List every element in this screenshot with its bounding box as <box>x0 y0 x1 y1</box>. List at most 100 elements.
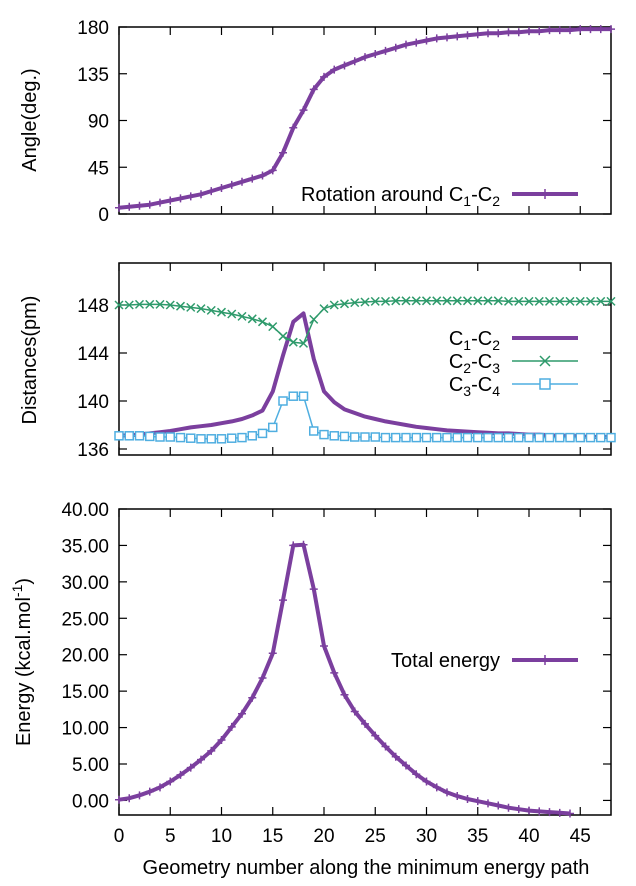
y-tick-label: 0.00 <box>72 791 109 812</box>
data-point <box>596 25 605 34</box>
data-point <box>339 299 350 309</box>
data-point <box>278 396 288 406</box>
data-point <box>196 434 206 444</box>
series-line-0 <box>118 311 611 439</box>
data-point <box>566 26 574 35</box>
data-point <box>463 31 472 40</box>
distance-series <box>114 296 616 444</box>
data-point <box>566 809 574 818</box>
data-point <box>524 296 534 306</box>
data-point <box>329 300 339 310</box>
data-point <box>145 787 154 796</box>
data-point <box>350 707 359 716</box>
energy-legend-marker <box>540 655 550 665</box>
data-point <box>514 805 523 814</box>
distance-panel: 136 140 144 148 Distances(pm) C1-C2 C2-C3 C… <box>19 262 616 461</box>
data-point <box>248 174 257 183</box>
legend-label-c1-c2: C1-C2 <box>449 328 500 353</box>
energy-y-axis-label: Energy (kcal.mol-1) <box>9 578 35 746</box>
data-point <box>216 434 227 444</box>
data-point <box>452 296 462 306</box>
data-point <box>197 755 205 764</box>
data-point <box>576 25 585 34</box>
data-point <box>443 33 451 42</box>
x-tick-label: 40 <box>518 826 539 847</box>
data-point <box>484 799 492 808</box>
data-point <box>175 432 186 443</box>
data-point <box>370 432 380 442</box>
angle-legend-marker <box>540 189 550 199</box>
data-point <box>422 36 431 45</box>
distance-plot-frame <box>118 262 612 456</box>
data-point <box>288 337 298 347</box>
data-point <box>268 166 277 175</box>
data-point <box>176 194 185 203</box>
distance-x-ticks <box>118 263 581 455</box>
legend-marker-c2-c3 <box>539 355 551 367</box>
data-point <box>535 807 544 816</box>
data-point <box>238 177 246 186</box>
data-point <box>319 429 329 440</box>
data-point <box>421 432 432 443</box>
data-point <box>453 792 462 801</box>
data-point <box>514 432 524 443</box>
distance-y-axis-label: Distances(pm) <box>19 296 41 425</box>
angle-legend-label: Rotation around C1-C2 <box>301 184 500 209</box>
data-point <box>555 432 565 443</box>
data-point <box>298 391 309 401</box>
data-point <box>268 322 278 332</box>
y-tick-label: 25.00 <box>61 609 109 630</box>
data-point <box>402 761 410 770</box>
data-point <box>155 432 165 442</box>
data-point <box>380 432 391 443</box>
data-point <box>350 432 360 442</box>
data-point <box>279 596 287 605</box>
data-point <box>575 432 585 443</box>
y-tick-label: 40.00 <box>61 500 109 521</box>
data-point <box>504 803 513 812</box>
data-point <box>586 25 595 34</box>
data-point <box>411 432 421 443</box>
energy-legend-label: Total energy <box>391 650 500 672</box>
data-point <box>186 192 195 201</box>
data-point <box>412 38 421 47</box>
data-point <box>606 296 616 306</box>
data-point <box>165 300 175 310</box>
data-point <box>361 53 369 62</box>
data-point <box>330 65 339 74</box>
y-tick-label: 90 <box>88 112 109 133</box>
data-point <box>473 30 482 39</box>
data-point <box>330 668 339 677</box>
series-line-0 <box>118 542 571 816</box>
data-point <box>514 28 523 37</box>
energy-series <box>115 540 574 818</box>
data-point <box>320 641 328 650</box>
data-point <box>381 742 390 751</box>
x-tick-label: 35 <box>467 826 488 847</box>
y-tick-label: 30.00 <box>61 573 109 594</box>
data-point <box>207 746 216 755</box>
data-point <box>504 28 513 37</box>
distance-legend: C1-C2 C2-C3 C3-C4 <box>449 328 578 399</box>
energy-y-ticks: 0.00 5.00 10.00 15.00 20.00 25.00 30.00 35.00 40… <box>61 500 611 812</box>
data-point <box>309 426 319 436</box>
data-point <box>145 200 154 209</box>
data-point <box>299 540 308 549</box>
data-point <box>268 422 278 433</box>
data-point <box>227 309 237 319</box>
energy-legend: Total energy <box>391 650 578 672</box>
data-point <box>525 806 533 815</box>
data-point <box>237 432 247 443</box>
data-point <box>473 296 483 306</box>
data-point <box>443 788 451 797</box>
data-point <box>258 171 267 180</box>
y-tick-label: 144 <box>77 344 109 365</box>
data-point <box>503 432 514 443</box>
data-point <box>422 777 431 786</box>
data-point <box>125 794 134 803</box>
data-point <box>298 338 309 348</box>
data-point <box>196 304 206 314</box>
legend-label-c2-c3: C2-C3 <box>449 351 500 376</box>
data-point <box>360 432 370 442</box>
data-point <box>197 190 205 199</box>
